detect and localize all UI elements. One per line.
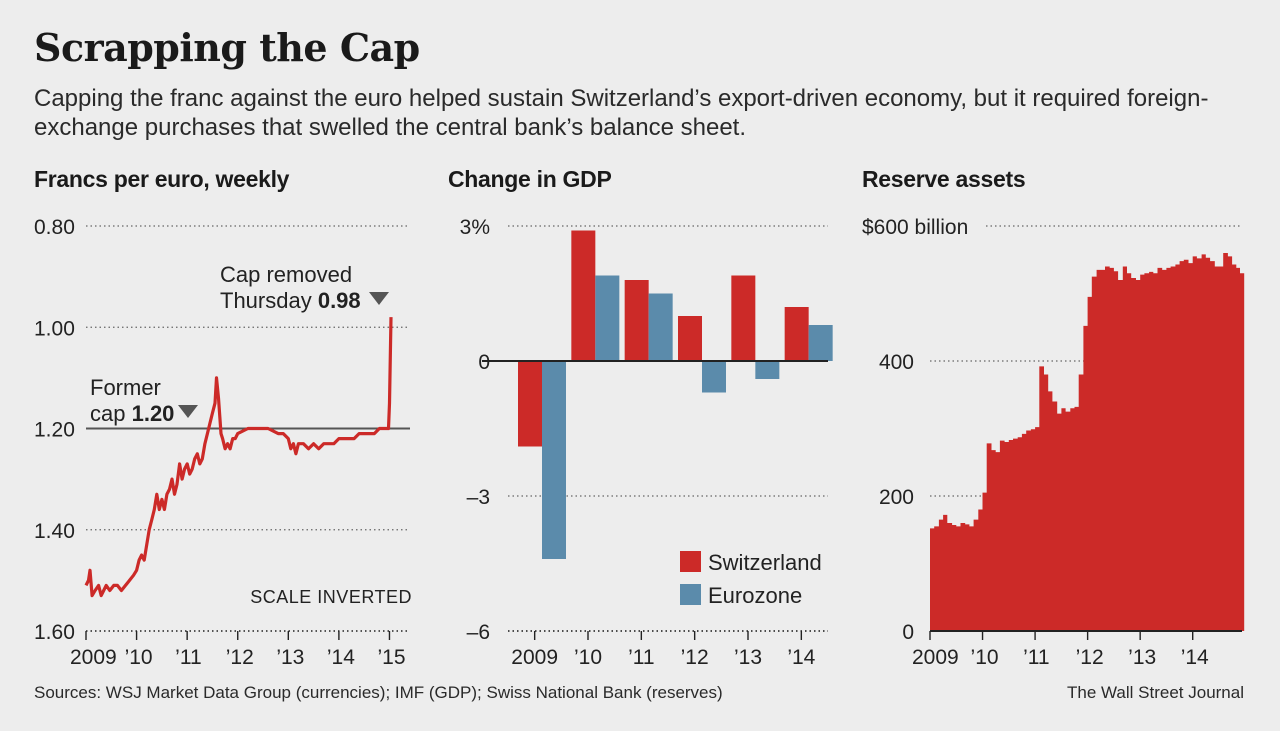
- y-tick-label: 1.40: [34, 520, 75, 543]
- y-tick-label: 3%: [460, 216, 490, 239]
- x-tick-label: ’13: [276, 646, 304, 669]
- legend-swatch: [680, 551, 701, 572]
- x-tick-label: ’14: [1181, 646, 1209, 669]
- chart-title: Scrapping the Cap: [34, 25, 420, 70]
- y-tick-label: 0: [478, 351, 490, 374]
- cap-removed-label-2: Thursday 0.98: [220, 288, 361, 313]
- y-tick-label: 200: [879, 486, 914, 509]
- x-tick-label: ’14: [787, 646, 815, 669]
- y-tick-label: $600 billion: [862, 216, 968, 239]
- switzerland-bar: [624, 280, 649, 361]
- x-tick-label: ’13: [734, 646, 762, 669]
- eurozone-bar: [648, 293, 673, 361]
- switzerland-bar: [731, 275, 756, 361]
- y-tick-label: 1.00: [34, 317, 75, 340]
- switzerland-bar: [678, 316, 702, 361]
- former-cap-label-2: cap 1.20: [90, 401, 174, 426]
- y-tick-label: 0.80: [34, 216, 75, 239]
- former-cap-value: 1.20: [132, 401, 175, 426]
- eurozone-bar: [702, 361, 726, 393]
- credit-line: The Wall Street Journal: [1067, 683, 1244, 702]
- reserves-area: [930, 253, 1245, 631]
- x-tick-label: ’10: [574, 646, 602, 669]
- y-tick-label: –3: [467, 486, 490, 509]
- x-tick-label: ’12: [681, 646, 709, 669]
- former-cap-word: cap: [90, 401, 132, 426]
- source-note: Sources: WSJ Market Data Group (currenci…: [34, 683, 723, 702]
- cap-removed-day: Thursday: [220, 288, 318, 313]
- x-tick-label: ’12: [1076, 646, 1104, 669]
- y-tick-label: 1.60: [34, 621, 75, 644]
- x-tick-label: ’10: [971, 646, 999, 669]
- cap-removed-label: Cap removed: [220, 262, 352, 287]
- gdp-change-chart: 3% 0 –3 –6 2009 ’10 ’11 ’12 ’13 ’14 Switzerland Eur…: [460, 216, 833, 669]
- cap-removed-value: 0.98: [318, 288, 361, 313]
- switzerland-bar: [571, 230, 596, 361]
- x-tick-label: 2009: [912, 646, 959, 669]
- x-tick-label: ’12: [226, 646, 254, 669]
- x-tick-label: ’10: [125, 646, 153, 669]
- chart-subtitle: Capping the franc against the euro helpe…: [34, 85, 1209, 141]
- y-tick-label: 1.20: [34, 419, 75, 442]
- x-tick-label: ’13: [1128, 646, 1156, 669]
- eurozone-bar: [595, 275, 620, 361]
- eurozone-bar: [542, 361, 566, 559]
- franc-series-line: [84, 317, 393, 598]
- scale-inverted-note: SCALE INVERTED: [250, 587, 412, 607]
- y-tick-label: –6: [467, 621, 490, 644]
- reserves-panel-title: Reserve assets: [862, 166, 1026, 192]
- y-tick-label: 400: [879, 351, 914, 374]
- down-triangle-icon: [369, 292, 389, 305]
- legend-label: Eurozone: [708, 583, 802, 608]
- former-cap-label: Former: [90, 375, 161, 400]
- x-tick-label: ’11: [628, 646, 654, 669]
- eurozone-bar: [808, 325, 833, 361]
- francs-panel-title: Francs per euro, weekly: [34, 166, 290, 192]
- x-tick-label: ’11: [1023, 646, 1049, 669]
- x-tick-label: 2009: [70, 646, 117, 669]
- legend-label: Switzerland: [708, 550, 822, 575]
- eurozone-bar: [755, 361, 780, 379]
- x-tick-label: ’11: [175, 646, 201, 669]
- down-triangle-icon: [178, 405, 198, 418]
- gdp-panel-title: Change in GDP: [448, 166, 612, 192]
- switzerland-bar: [784, 307, 809, 361]
- x-tick-label: ’14: [327, 646, 355, 669]
- y-tick-label: 0: [902, 621, 914, 644]
- legend-swatch: [680, 584, 701, 605]
- x-tick-label: ’15: [377, 646, 405, 669]
- x-tick-label: 2009: [511, 646, 558, 669]
- switzerland-bar: [518, 361, 542, 447]
